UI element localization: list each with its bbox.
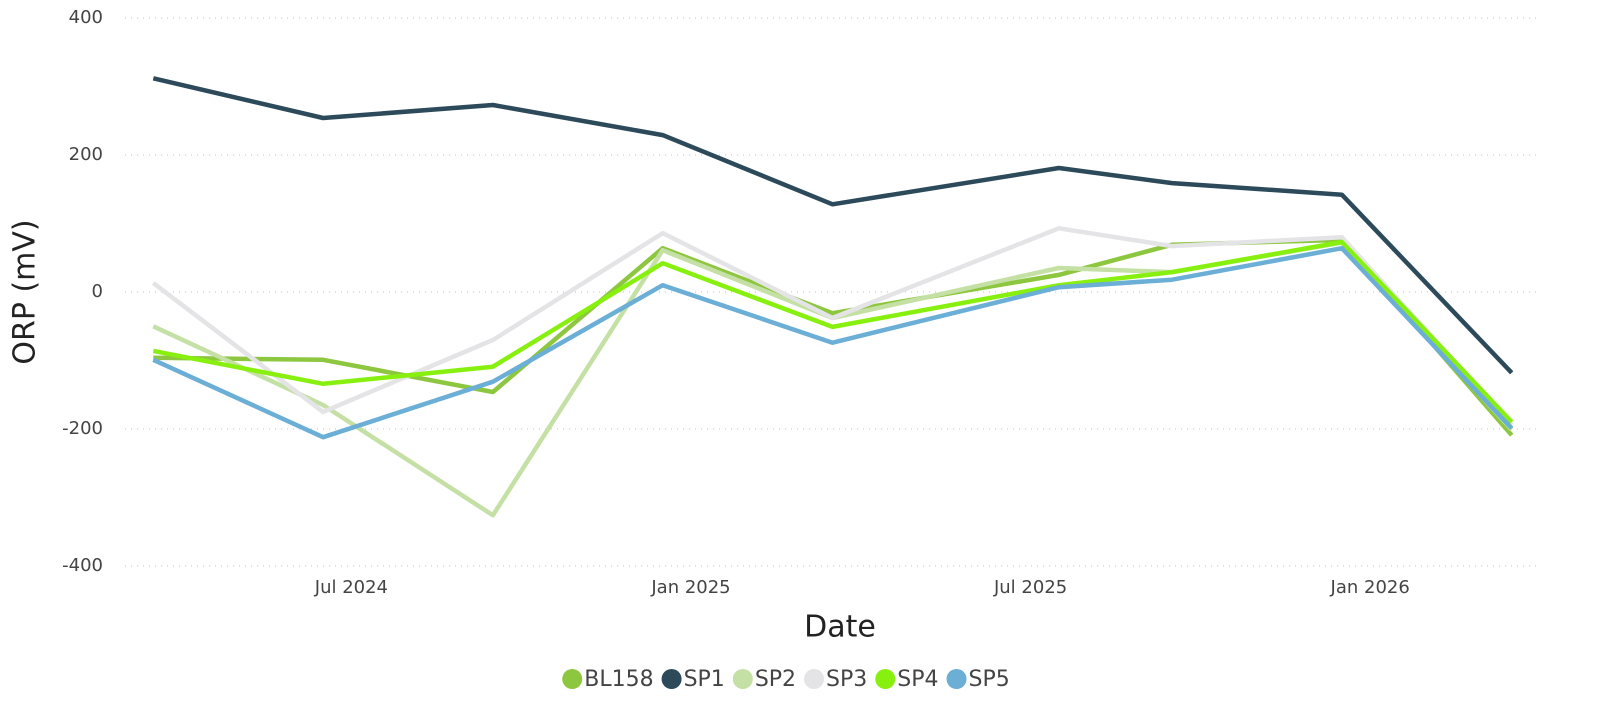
legend-marker <box>804 669 825 689</box>
series-line <box>152 76 1514 375</box>
x-tick-label: Jan 2026 <box>1330 577 1410 598</box>
legend-marker <box>732 669 753 689</box>
x-tick-label: Jul 2024 <box>314 577 388 598</box>
legend-marker <box>875 669 896 689</box>
x-tick-label: Jan 2025 <box>650 577 730 598</box>
legend-label: BL158 <box>584 667 653 692</box>
y-tick-label: 400 <box>69 7 103 28</box>
legend-label: SP5 <box>969 667 1010 692</box>
y-tick-label: -200 <box>62 418 103 439</box>
x-tick-label: Jul 2025 <box>993 577 1067 598</box>
legend: BL158 SP1 SP2 SP3 SP4 SP5 <box>562 667 1010 692</box>
legend-label: SP3 <box>826 667 867 692</box>
y-axis-title: ORP (mV) <box>8 219 43 364</box>
y-tick-label: -400 <box>62 555 103 576</box>
series-line <box>151 226 1514 427</box>
legend-label: SP1 <box>684 667 725 692</box>
series-line <box>153 237 1514 437</box>
legend-label: SP4 <box>897 667 938 692</box>
y-tick-label: 0 <box>92 281 103 302</box>
series-line <box>152 245 1514 440</box>
y-tick-label: 200 <box>69 144 103 165</box>
x-axis-title: Date <box>804 610 876 645</box>
legend-label: SP2 <box>755 667 796 692</box>
series-line <box>152 239 1514 424</box>
legend-marker <box>946 669 967 689</box>
legend-marker <box>661 669 682 689</box>
legend-marker <box>562 669 583 689</box>
